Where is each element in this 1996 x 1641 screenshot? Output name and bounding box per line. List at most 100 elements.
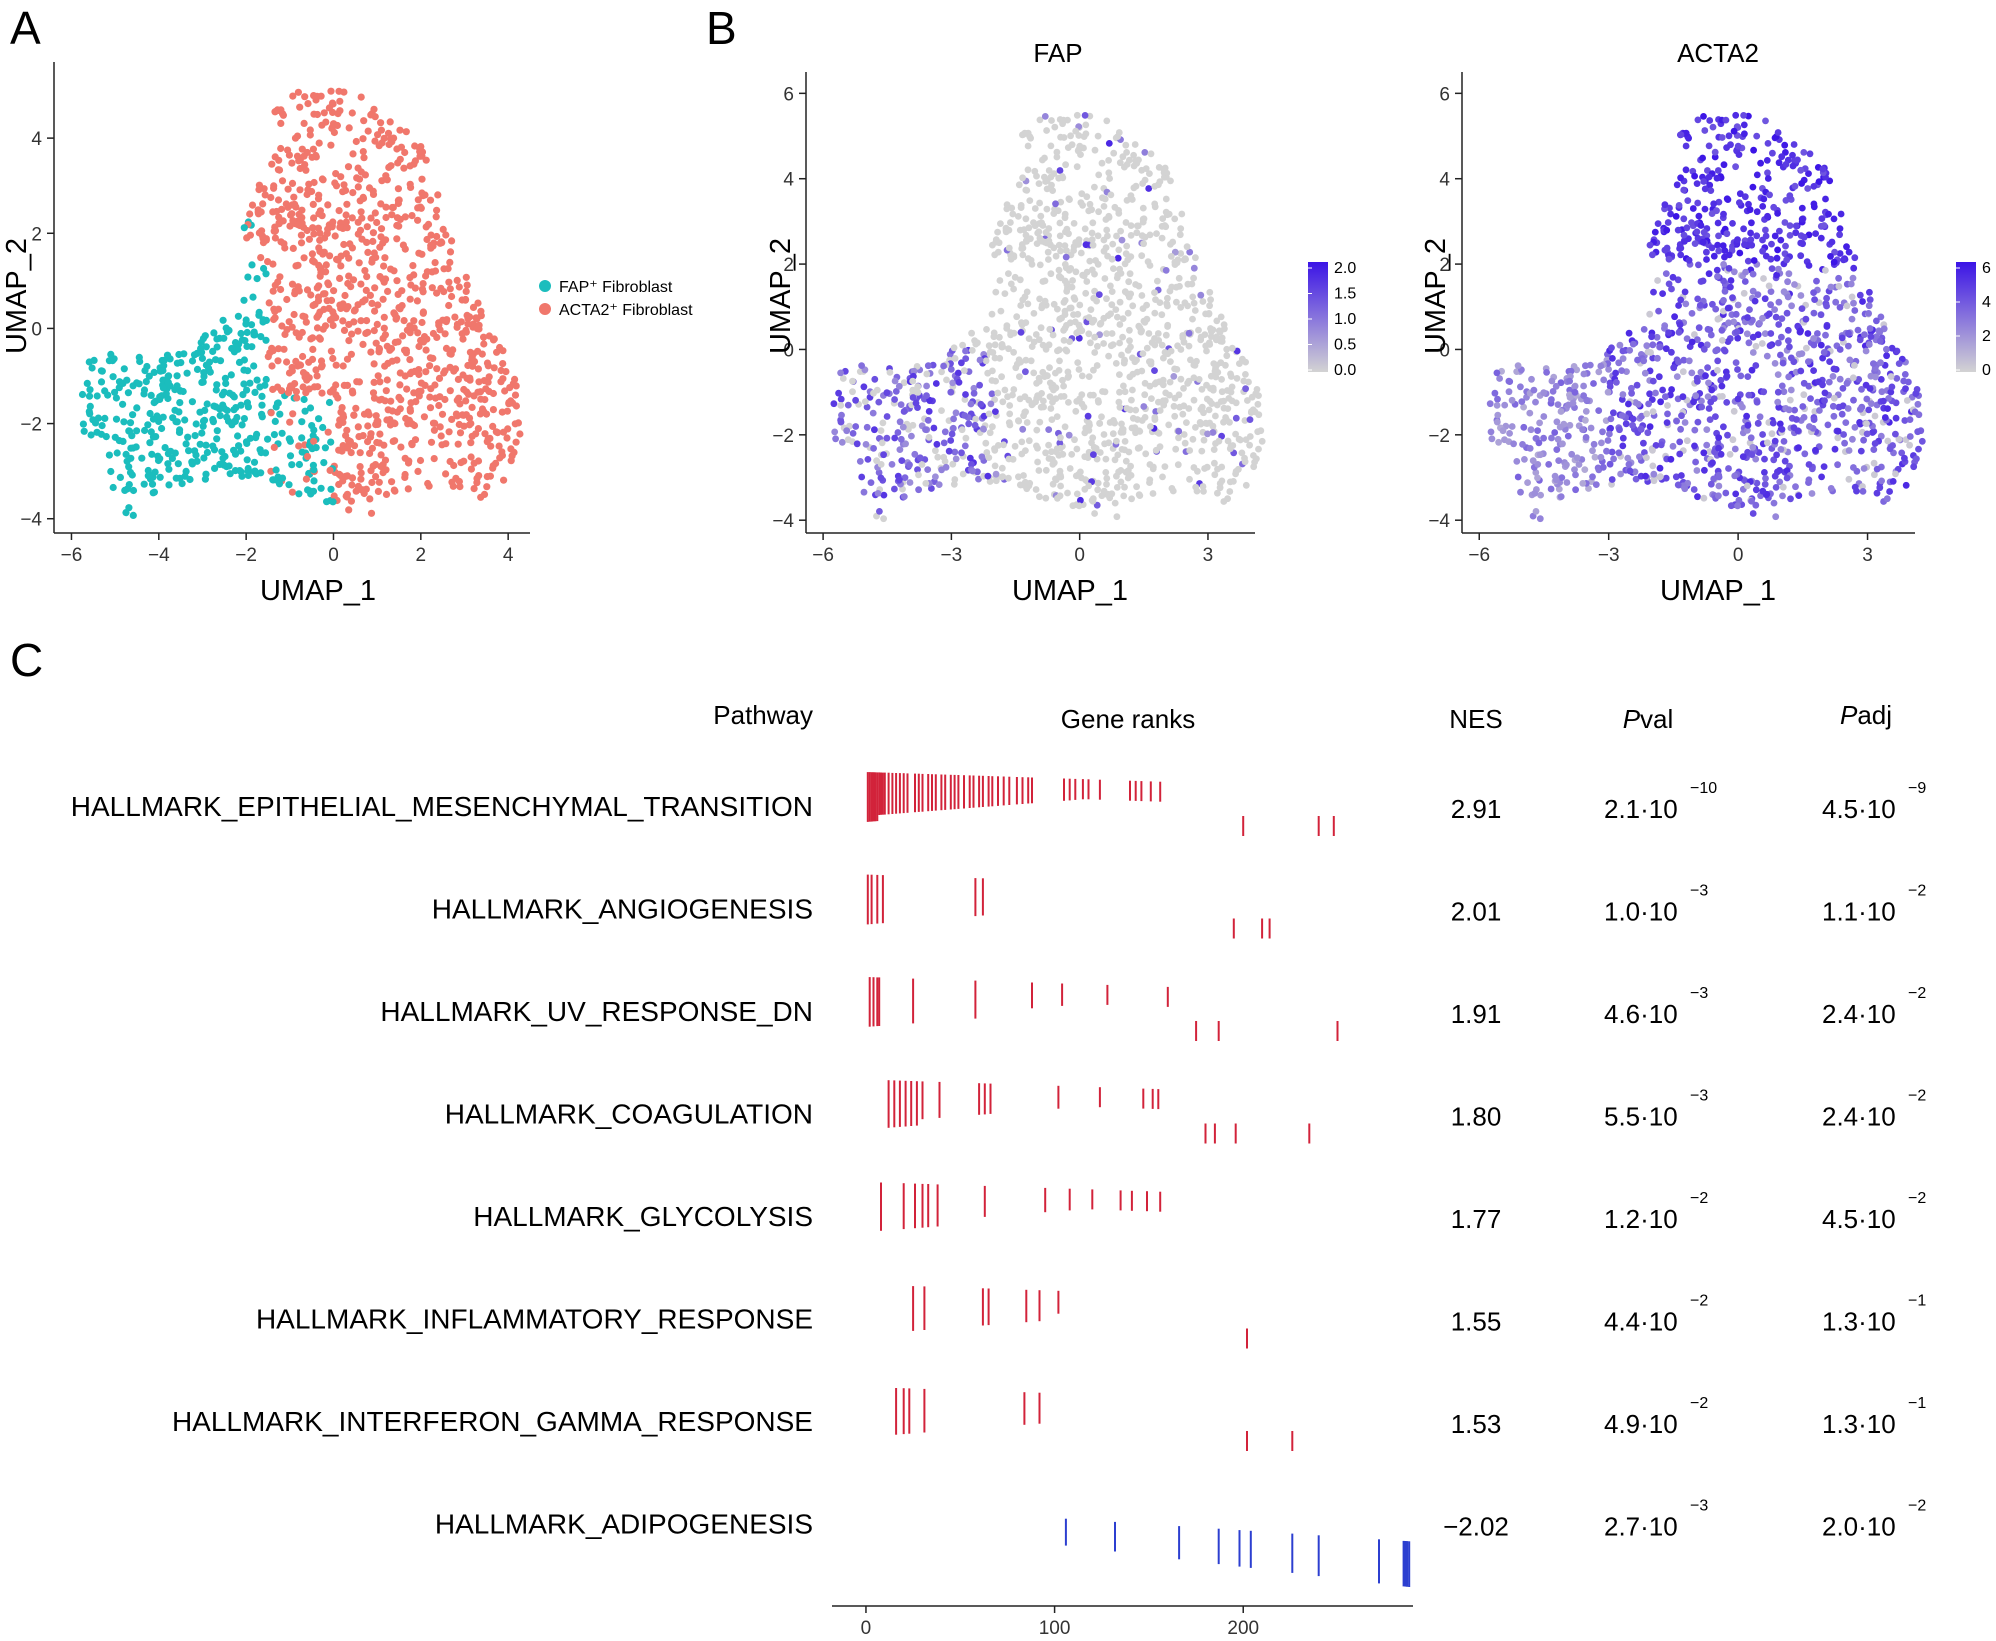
umap-a-point (310, 477, 318, 485)
umap-b-point (1011, 442, 1019, 450)
umap-b-point (1814, 330, 1821, 337)
umap-b-point (1171, 258, 1179, 266)
umap-a-point (354, 183, 362, 191)
umap-a-point (243, 328, 251, 337)
umap-b-point (1836, 375, 1844, 383)
umap-a-point (316, 335, 324, 343)
umap-b-point (1246, 441, 1253, 449)
umap-b-point (1205, 310, 1213, 317)
umap-b-point (1090, 366, 1097, 374)
umap-b-point (1100, 203, 1108, 210)
umap-a-point (453, 323, 461, 331)
umap-b-point (1706, 448, 1714, 456)
umap-b-point (1741, 130, 1748, 138)
umap-b-point (1767, 301, 1774, 309)
umap-b-point (1844, 405, 1852, 412)
umap-b-point (1770, 499, 1778, 507)
umap-b-point (1753, 208, 1761, 216)
umap-b-point (1179, 334, 1187, 342)
umap-b-point (1193, 487, 1201, 495)
umap-b-point (906, 479, 914, 486)
umap-b-point (1254, 400, 1262, 408)
gsea-row: HALLMARK_COAGULATION 1.80 5.5·10−32.4·10−2 (445, 1080, 1926, 1144)
umap-b-point (1859, 483, 1866, 490)
umap-a-point (212, 386, 220, 394)
umap-b-point (1081, 112, 1089, 119)
umap-b-point (1129, 386, 1136, 394)
umap-b-point (1518, 398, 1526, 405)
umap-a-point (337, 262, 345, 270)
umap-b-point (1785, 337, 1792, 345)
umap-b-point (1094, 342, 1101, 350)
umap-a-point (357, 317, 365, 325)
umap-b-point (1753, 132, 1761, 140)
umap-b-point (1688, 338, 1696, 346)
umap-b-point (1147, 150, 1155, 158)
umap-b-point (1851, 307, 1859, 314)
umap-b-point (1145, 185, 1153, 192)
umap-b-point (1085, 373, 1093, 380)
umap-b-point (1822, 331, 1829, 339)
umap-b-point (1893, 375, 1901, 382)
umap-a-point (234, 345, 242, 353)
umap-b-point (1126, 270, 1134, 278)
umap-b-point (1798, 305, 1806, 312)
umap-b-point (1732, 111, 1740, 119)
umap-b-point (1747, 236, 1755, 244)
umap-b-point (1719, 393, 1726, 400)
umap-a-point (440, 369, 448, 377)
umap-a-point (431, 259, 439, 267)
umap-b-point (1702, 372, 1709, 380)
umap-a-point (400, 317, 408, 325)
umap-a-point (475, 472, 483, 480)
umap-b-point (1641, 449, 1648, 456)
umap-b-point (1674, 276, 1682, 284)
umap-b-point (1040, 403, 1047, 411)
umap-a-point (467, 453, 475, 461)
umap-b-point (1715, 198, 1723, 206)
umap-b-point (1113, 513, 1121, 521)
umap-b-point (1810, 367, 1817, 374)
umap-b-point (883, 413, 891, 420)
umap-a-point (340, 326, 349, 334)
umap-a-point (317, 484, 325, 492)
umap-b-point (1007, 255, 1015, 263)
umap-b-point (1743, 412, 1750, 420)
umap-a-point (290, 310, 298, 319)
umap-b-point (1675, 202, 1683, 209)
umap-b-point (1036, 418, 1044, 426)
umap-b-point (1117, 478, 1125, 486)
umap-b-point (991, 462, 999, 470)
umap-a-point (247, 321, 256, 329)
umap-b-point (972, 340, 980, 348)
umap-b-point (1802, 315, 1810, 323)
umap-a-point (345, 337, 353, 345)
umap-a-point (473, 325, 481, 333)
umap-a-point (275, 480, 284, 488)
umap-a-point (406, 274, 414, 282)
umap-b-point (896, 446, 904, 453)
umap-b-point (1113, 232, 1120, 240)
umap-b-point (1103, 295, 1110, 303)
umap-b-point (1143, 315, 1151, 323)
umap-a-point (322, 268, 330, 276)
umap-b-point (1695, 261, 1702, 269)
umap-a-point (274, 345, 283, 353)
umap-b-point (1726, 451, 1734, 458)
umap-b-point (1091, 287, 1098, 295)
gsea-rows: HALLMARK_EPITHELIAL_MESENCHYMAL_TRANSITI… (71, 772, 1926, 1587)
umap-b-point (1829, 402, 1837, 410)
umap-a-point (394, 196, 402, 204)
umap-b-point (1685, 256, 1693, 264)
umap-b-point (1664, 410, 1671, 418)
umap-a-point (498, 448, 506, 456)
umap-a-point (329, 385, 337, 394)
umap-acta2-x-ticks: −6 −3 0 3 (1468, 533, 1873, 566)
umap-b-point (1083, 193, 1091, 201)
umap-a-point (419, 288, 427, 296)
umap-a-point (398, 302, 406, 310)
umap-b-point (1892, 470, 1899, 478)
umap-a-point (302, 166, 310, 174)
umap-a-point (414, 216, 422, 224)
umap-a-point (310, 466, 318, 474)
